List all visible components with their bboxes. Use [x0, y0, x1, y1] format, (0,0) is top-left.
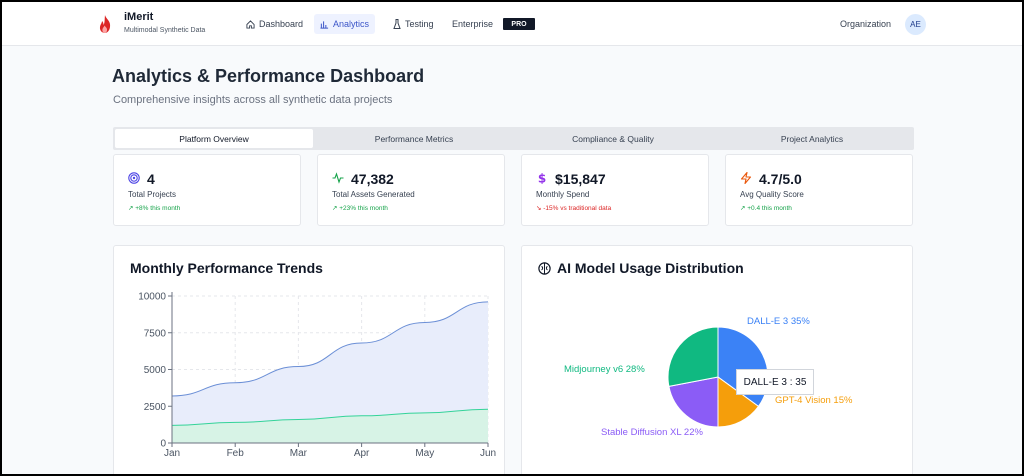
chart-tooltip: DALL-E 3 : 35 — [736, 369, 814, 395]
kpi-trend-text: +0.4 this month — [747, 205, 792, 212]
pie-slice-label: Stable Diffusion XL 22% — [601, 427, 703, 438]
kpi-value: $15,847 — [555, 171, 606, 187]
kpi-label: Total Projects — [128, 190, 177, 199]
panel-title: AI Model Usage Distribution — [538, 260, 744, 276]
pie-slice — [668, 376, 719, 428]
kpi-label: Monthly Spend — [536, 190, 590, 199]
series-area-1 — [172, 409, 488, 443]
nav-enterprise[interactable]: Enterprise — [446, 14, 499, 34]
kpi-trend-text: +23% this month — [339, 205, 388, 212]
kpi-trend: ↘ -15% vs traditional data — [536, 204, 611, 212]
activity-icon — [332, 172, 344, 184]
kpi-total-projects: 4 Total Projects ↗ +8% this month — [113, 154, 301, 226]
kpi-label: Avg Quality Score — [740, 190, 804, 199]
page-subtitle: Comprehensive insights across all synthe… — [113, 94, 393, 106]
kpi-value: 4 — [147, 171, 155, 187]
panel-title: Monthly Performance Trends — [130, 260, 323, 276]
pie-slice-label: Midjourney v6 28% — [564, 364, 645, 375]
svg-text:$: $ — [538, 172, 546, 184]
kpi-value: 47,382 — [351, 171, 394, 187]
kpi-trend: ↗ +23% this month — [332, 204, 388, 212]
kpi-monthly-spend: $ $15,847 Monthly Spend ↘ -15% vs tradit… — [521, 154, 709, 226]
x-tick-label: Jan — [164, 448, 180, 459]
kpi-avg-quality: 4.7/5.0 Avg Quality Score ↗ +0.4 this mo… — [725, 154, 913, 226]
dashboard-tabs: Platform Overview Performance Metrics Co… — [113, 127, 914, 150]
tab-compliance-quality[interactable]: Compliance & Quality — [572, 133, 654, 144]
kpi-value: 4.7/5.0 — [759, 171, 802, 187]
pie-slice — [667, 326, 719, 387]
zap-icon — [740, 172, 752, 184]
series-line-0 — [171, 301, 489, 397]
home-icon — [246, 19, 255, 29]
monthly-trends-chart: 0 2500 5000 7500 10000 Jan Feb Mar Apr May Jun — [138, 292, 496, 460]
kpi-trend-text: -15% vs traditional data — [543, 205, 612, 212]
x-tick-label: Mar — [290, 448, 308, 459]
brand-tagline: Multimodal Synthetic Data — [124, 27, 206, 34]
tab-project-analytics[interactable]: Project Analytics — [780, 133, 844, 144]
x-tick-label: Apr — [354, 448, 370, 459]
kpi-label: Total Assets Generated — [332, 190, 415, 199]
nav-analytics-label: Analytics — [333, 19, 370, 29]
pie-slice-label: GPT-4 Vision 15% — [775, 395, 853, 406]
tab-platform-overview[interactable]: Platform Overview — [115, 129, 313, 148]
trend-up-icon: ↗ — [128, 205, 136, 212]
kpi-total-assets: 47,382 Total Assets Generated ↗ +23% thi… — [317, 154, 505, 226]
y-tick-label: 7500 — [144, 328, 167, 339]
flask-icon — [393, 19, 401, 29]
page-title: Analytics & Performance Dashboard — [112, 66, 425, 86]
trend-up-icon: ↗ — [740, 205, 748, 212]
kpi-trend-text: +8% this month — [135, 205, 181, 212]
pie-slice-label: DALL-E 3 35% — [747, 316, 810, 327]
pro-badge: PRO — [503, 18, 535, 30]
nav-testing[interactable]: Testing — [387, 14, 440, 34]
nav-testing-label: Testing — [405, 19, 434, 29]
nav-dashboard-label: Dashboard — [259, 19, 304, 29]
nav-enterprise-label: Enterprise — [452, 19, 494, 29]
tab-performance-metrics[interactable]: Performance Metrics — [374, 133, 454, 144]
y-tick-label: 2500 — [144, 402, 167, 413]
y-tick-label: 10000 — [138, 292, 166, 303]
trend-up-icon: ↗ — [332, 205, 340, 212]
kpi-trend: ↗ +0.4 this month — [740, 204, 792, 212]
nav-analytics[interactable]: Analytics — [314, 14, 376, 34]
bar-chart-icon — [320, 20, 329, 29]
kpi-trend: ↗ +8% this month — [128, 204, 180, 212]
x-tick-label: Jun — [480, 448, 496, 459]
dollar-icon: $ — [538, 172, 546, 184]
flame-logo-icon — [99, 15, 111, 33]
y-tick-label: 5000 — [144, 365, 167, 376]
y-tick-label: 0 — [160, 439, 166, 450]
series-line-1 — [171, 408, 489, 426]
target-icon — [128, 172, 140, 184]
user-avatar[interactable]: AE — [905, 14, 926, 35]
series-area-0 — [172, 301, 488, 443]
x-tick-label: May — [415, 448, 434, 459]
nav-dashboard[interactable]: Dashboard — [240, 14, 309, 34]
x-tick-label: Feb — [227, 448, 245, 459]
brain-icon — [538, 261, 551, 275]
top-nav: iMerit Multimodal Synthetic Data Dashboa… — [2, 2, 1022, 46]
trend-down-icon: ↘ — [536, 205, 544, 212]
brand-name[interactable]: iMerit — [124, 11, 154, 23]
organization-menu[interactable]: Organization — [840, 19, 892, 29]
panel-title-text: AI Model Usage Distribution — [557, 260, 744, 276]
